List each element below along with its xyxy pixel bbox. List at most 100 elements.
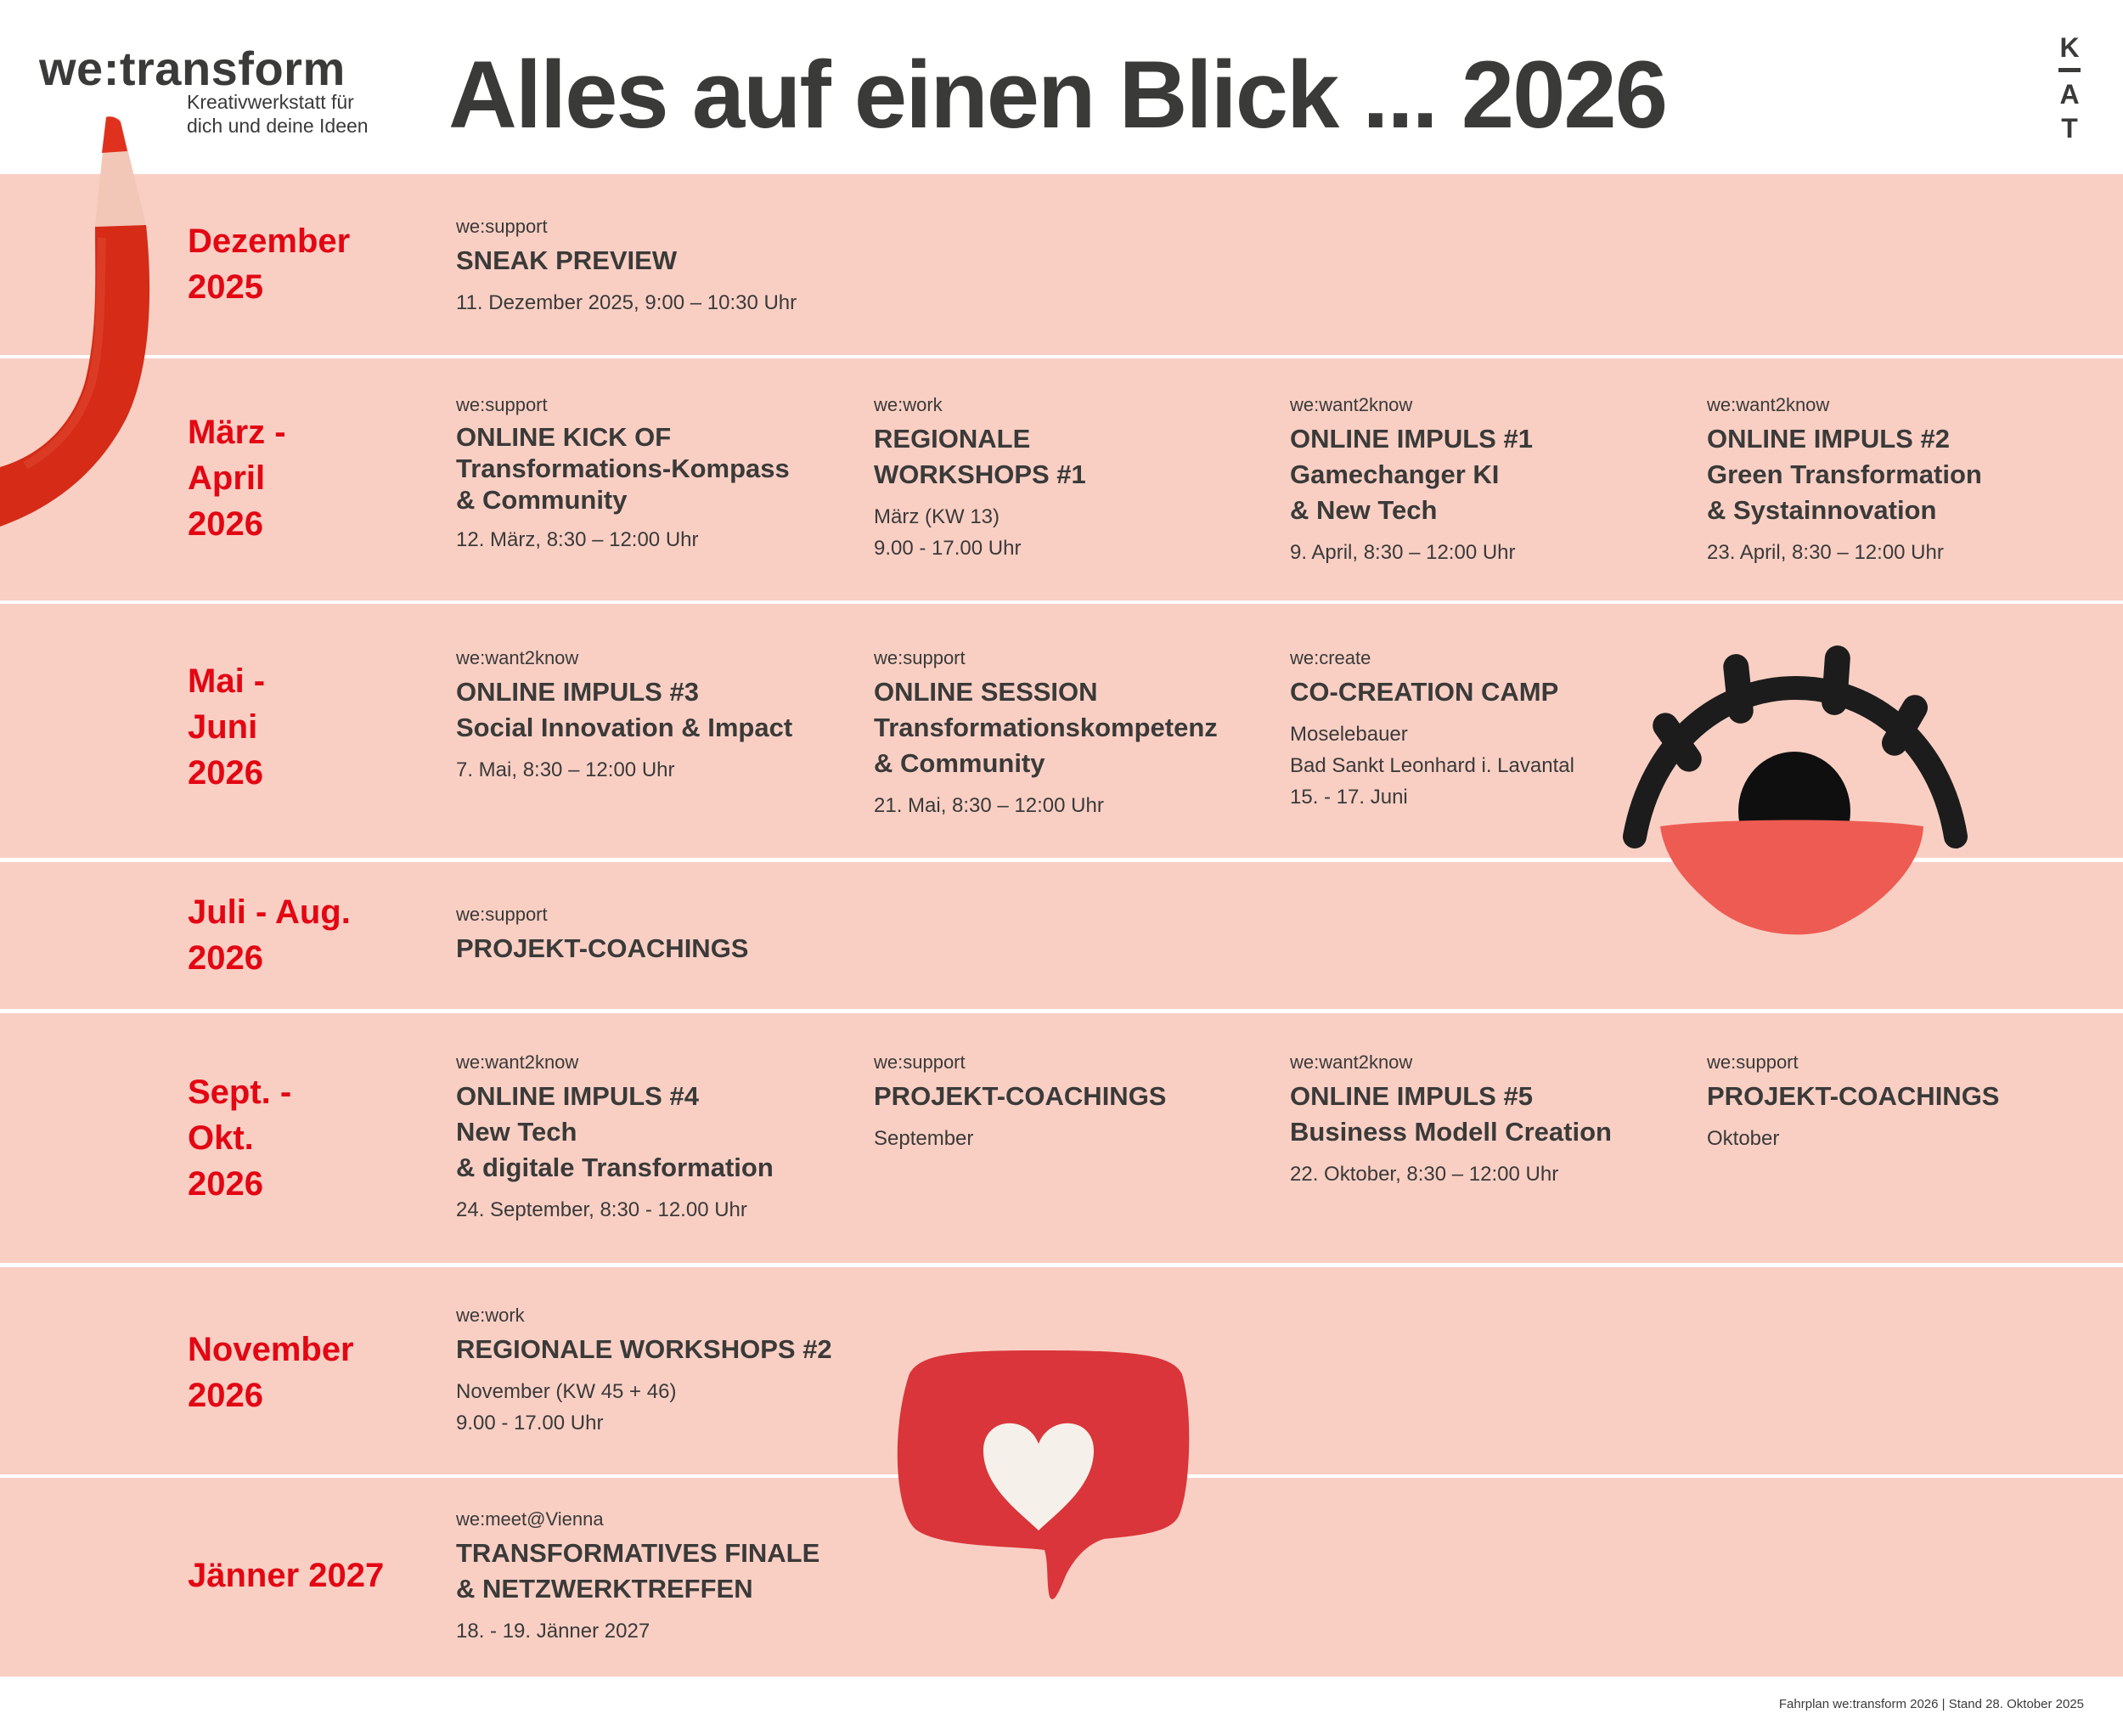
event-card: we:work REGIONALE WORKSHOPS #2 November … [456,1303,855,1439]
event-title-line: & digitale Transformation [456,1153,774,1182]
event-category: we:want2know [1290,394,1413,415]
event-title-line: REGIONALE [874,424,1031,454]
month-line: Juli - Aug. [188,893,351,931]
event-detail-line: Oktober [1707,1127,1780,1150]
event-title: PROJEKT-COACHINGS [874,1079,1273,1114]
event-card: we:want2know ONLINE IMPULS #2 Green Tran… [1707,392,2106,568]
month-label: November 2026 [188,1327,354,1418]
kat-logo: K A T [2057,31,2082,145]
month-label: Sept. - Okt. 2026 [188,1069,291,1207]
event-title-line: Gamechanger KI [1290,459,1500,489]
event-category: we:work [456,1305,525,1326]
timeline-row: Mai - Juni 2026 we:want2know ONLINE IMPU… [0,604,2123,858]
event-title: ONLINE IMPULS #5 Business Modell Creatio… [1290,1079,1689,1150]
event-detail-line: März (KW 13) [874,505,1000,528]
event-title: ONLINE IMPULS #2 Green Transformation & … [1707,421,2106,528]
event-card: we:want2know ONLINE IMPULS #3 Social Inn… [456,645,855,786]
month-line: 2026 [188,754,263,792]
event-details: 21. Mai, 8:30 – 12:00 Uhr [874,790,1273,821]
event-title-line: CO-CREATION CAMP [1290,677,1559,707]
month-label: Juli - Aug. 2026 [188,889,351,981]
event-category: we:support [874,647,966,668]
event-detail-line: 11. Dezember 2025, 9:00 – 10:30 Uhr [456,291,797,314]
event-title: PROJEKT-COACHINGS [1707,1079,2106,1114]
event-details: 24. September, 8:30 - 12.00 Uhr [456,1194,855,1226]
month-line: Sept. - [188,1074,292,1111]
event-card: we:support ONLINE KICK OF Transformation… [456,392,855,555]
event-title: CO-CREATION CAMP [1290,674,1613,710]
event-title: ONLINE KICK OF Transformations-Kompass &… [456,421,855,516]
month-line: Jänner 2027 [188,1557,385,1594]
event-title-line: Transformations-Kompass [456,454,790,483]
event-category: we:want2know [456,647,579,668]
event-title: REGIONALE WORKSHOPS #1 [874,421,1273,493]
month-line: 2026 [188,1377,263,1414]
event-details: Oktober [1707,1123,2106,1154]
event-detail-line: 23. April, 8:30 – 12:00 Uhr [1707,541,1944,564]
event-card: we:want2know ONLINE IMPULS #1 Gamechange… [1290,392,1689,568]
event-detail-line: 24. September, 8:30 - 12.00 Uhr [456,1198,747,1221]
event-title-line: & Community [456,485,628,515]
event-detail-line: 12. März, 8:30 – 12:00 Uhr [456,528,699,551]
clay-heart-speech-bubble-icon [897,1350,1190,1599]
kat-letter: A [2059,79,2080,110]
event-detail-line: Moselebauer [1290,723,1408,746]
event-details: 23. April, 8:30 – 12:00 Uhr [1707,537,2106,568]
event-card: we:meet@Vienna TRANSFORMATIVES FINALE & … [456,1507,855,1647]
timeline-row: Sept. - Okt. 2026 we:want2know ONLINE IM… [0,1013,2123,1263]
brand-logo: we:transform [39,42,346,95]
event-title-line: TRANSFORMATIVES FINALE [456,1538,820,1568]
month-line: Okt. [188,1119,254,1157]
month-line: November [188,1331,354,1368]
month-line: 2025 [188,268,263,306]
event-details: Moselebauer Bad Sankt Leonhard i. Lavant… [1290,719,1613,813]
timeline-row: November 2026 we:work REGIONALE WORKSHOP… [0,1267,2123,1474]
month-label: Mai - Juni 2026 [188,658,265,796]
event-detail-line: 9.00 - 17.00 Uhr [874,537,1022,560]
event-title-line: ONLINE SESSION [874,677,1098,707]
event-title: PROJEKT-COACHINGS [456,931,855,967]
event-details: 18. - 19. Jänner 2027 [456,1615,855,1647]
kat-letter: K [2059,32,2080,63]
event-title-line: ONLINE IMPULS #4 [456,1081,699,1111]
event-title: ONLINE IMPULS #1 Gamechanger KI & New Te… [1290,421,1689,528]
event-category: we:work [874,394,943,415]
event-category: we:want2know [1290,1051,1413,1073]
event-detail-line: 15. - 17. Juni [1290,786,1408,809]
month-label: Dezember 2025 [188,218,350,310]
month-line: April [188,459,266,497]
clay-eye-icon [1623,645,1968,935]
month-line: Mai - [188,662,266,700]
event-title: ONLINE IMPULS #4 New Tech & digitale Tra… [456,1079,855,1186]
event-title-line: Social Innovation & Impact [456,713,793,742]
event-detail-line: 9. April, 8:30 – 12:00 Uhr [1290,541,1516,564]
kat-divider [2058,68,2081,72]
timeline-row: Dezember 2025 we:support SNEAK PREVIEW 1… [0,174,2123,355]
event-title-line: Transformationskompetenz [874,713,1218,742]
event-title-line: New Tech [456,1117,577,1147]
event-card: we:support PROJEKT-COACHINGS Oktober [1707,1050,2106,1154]
month-line: Dezember [188,223,351,260]
event-detail-line: 22. Oktober, 8:30 – 12:00 Uhr [1290,1163,1559,1186]
month-line: 2026 [188,1165,263,1203]
event-details: März (KW 13) 9.00 - 17.00 Uhr [874,501,1273,564]
event-title-line: ONLINE IMPULS #5 [1290,1081,1533,1111]
event-title-line: ONLINE IMPULS #1 [1290,424,1533,454]
event-title: SNEAK PREVIEW [456,243,855,279]
event-title-line: REGIONALE WORKSHOPS #2 [456,1334,832,1364]
event-title-line: PROJEKT-COACHINGS [874,1081,1167,1111]
month-label: Jänner 2027 [188,1553,384,1598]
event-category: we:meet@Vienna [456,1508,604,1530]
event-category: we:support [456,904,548,925]
event-title-line: Business Modell Creation [1290,1117,1612,1147]
event-detail-line: 18. - 19. Jänner 2027 [456,1620,650,1643]
event-details: 12. März, 8:30 – 12:00 Uhr [456,524,855,555]
event-detail-line: 7. Mai, 8:30 – 12:00 Uhr [456,758,675,781]
event-title: ONLINE IMPULS #3 Social Innovation & Imp… [456,674,855,746]
event-category: we:create [1290,647,1371,668]
event-category: we:support [874,1051,966,1073]
event-details: September [874,1123,1273,1154]
month-line: Juni [188,708,258,746]
event-card: we:support SNEAK PREVIEW 11. Dezember 20… [456,214,855,318]
event-card: we:want2know ONLINE IMPULS #5 Business M… [1290,1050,1689,1190]
